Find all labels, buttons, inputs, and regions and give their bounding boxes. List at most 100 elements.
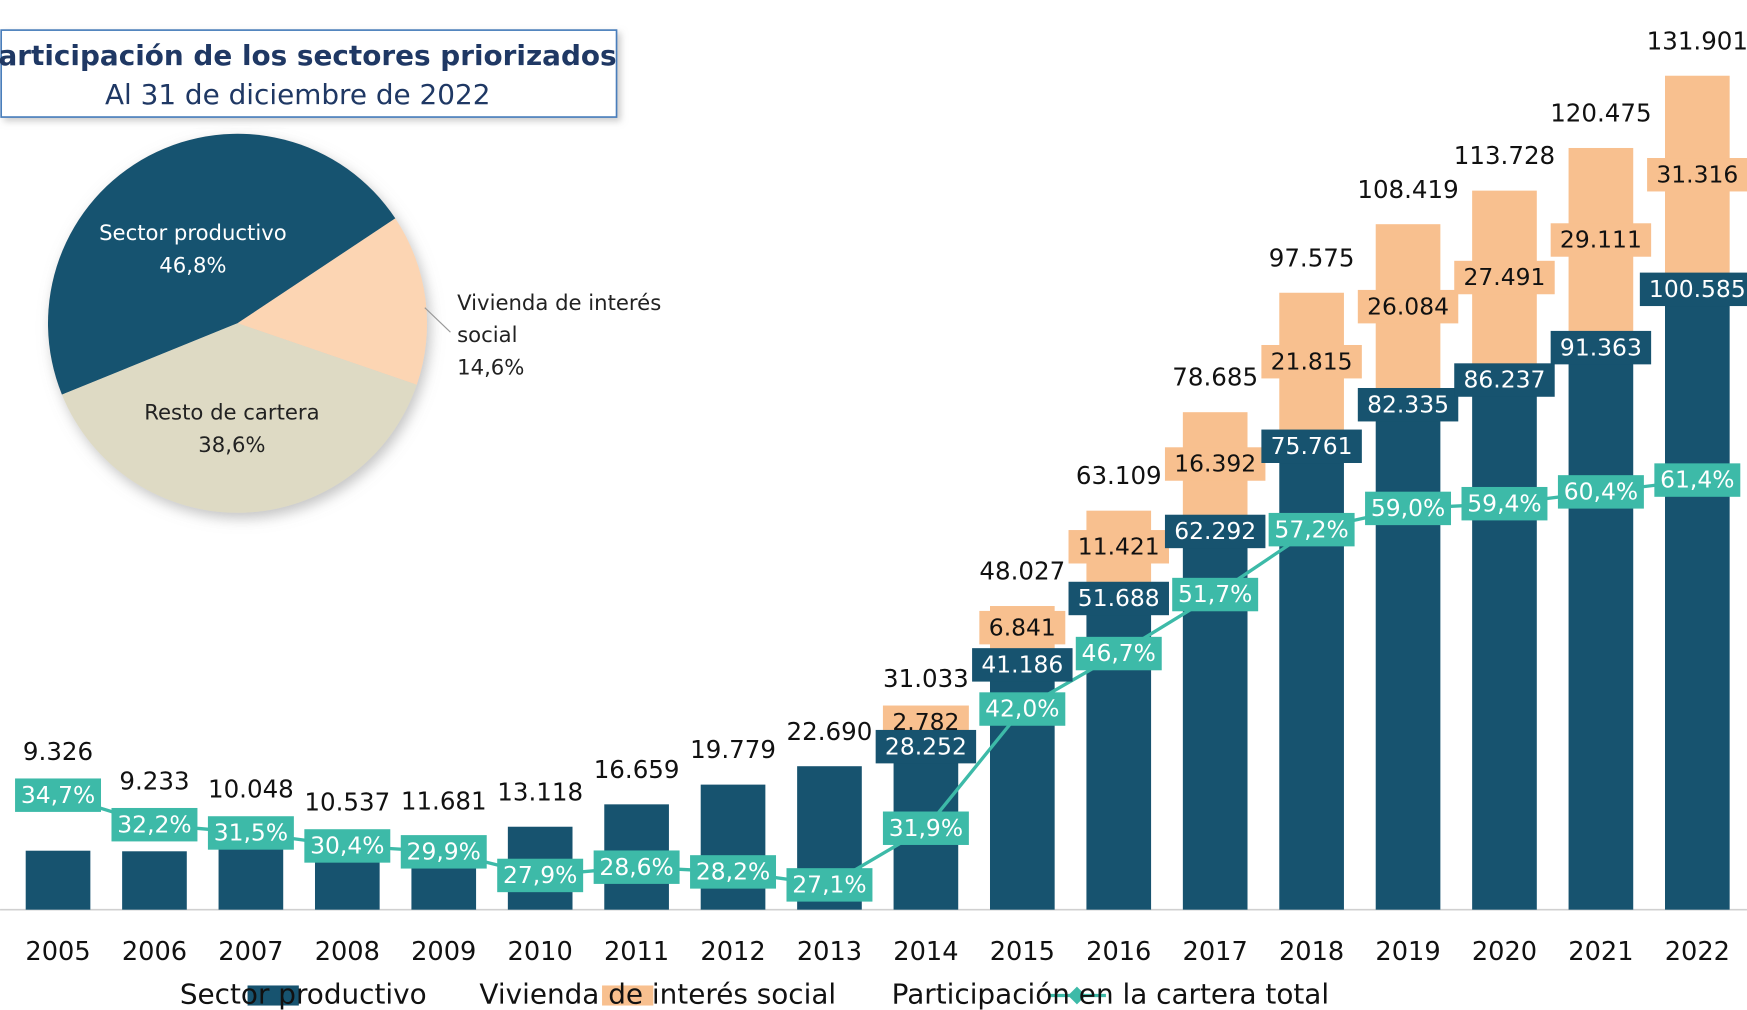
bar-segment [1568, 332, 1634, 910]
pie-category: Resto de cartera [144, 400, 319, 425]
x-tick-label: 2021 [1568, 937, 1633, 967]
bar-segment [1665, 273, 1730, 910]
label-box [1357, 289, 1459, 324]
label-box [207, 816, 294, 850]
bar-segment [218, 846, 284, 910]
x-tick-label: 2014 [893, 937, 958, 967]
data-label: 21.815 [1271, 347, 1353, 375]
pie [47, 133, 428, 513]
data-label: 27,9% [503, 861, 577, 889]
bar-segment [1375, 389, 1441, 910]
pie-slice [47, 133, 396, 395]
legend-swatch [247, 985, 299, 1006]
total-label: 120.475 [1550, 99, 1651, 128]
data-label: 31,9% [889, 814, 963, 842]
total-label: 9.233 [119, 766, 189, 795]
data-label: 16.392 [1174, 450, 1256, 478]
x-tick-label: 2018 [1279, 937, 1344, 967]
label-box [497, 858, 584, 893]
total-label: 11.681 [401, 786, 487, 815]
label-box [1365, 491, 1452, 526]
label-box [1550, 330, 1652, 365]
data-label: 26.084 [1367, 292, 1449, 320]
data-label: 60,4% [1564, 477, 1638, 505]
x-tick-label: 2008 [315, 937, 380, 967]
x-tick-label: 2010 [508, 937, 573, 967]
total-label: 10.048 [208, 775, 294, 804]
data-label: 59,0% [1371, 494, 1445, 522]
data-label: 31.316 [1656, 160, 1738, 188]
line [57, 478, 1698, 887]
label-box [875, 729, 977, 764]
label-box [786, 868, 873, 902]
label-box [1172, 577, 1259, 612]
data-label: 86.237 [1464, 366, 1546, 394]
leader-line [424, 307, 451, 333]
total-label: 108.419 [1357, 175, 1458, 204]
data-label: 51.688 [1078, 584, 1160, 612]
legend-label: Vivienda de interés social [479, 978, 836, 1010]
data-label: 75.761 [1271, 432, 1353, 460]
label-box [882, 811, 969, 845]
data-label: 59,4% [1467, 489, 1541, 517]
data-label: 62.292 [1174, 517, 1256, 545]
total-label: 22.690 [787, 717, 873, 746]
x-tick-label: 2009 [411, 937, 476, 967]
label-box [1454, 260, 1555, 295]
pie-label: Vivienda de interés social 14,6% [457, 288, 680, 385]
label-box [972, 648, 1073, 682]
data-label: 29.111 [1560, 226, 1642, 254]
label-box [979, 610, 1066, 645]
data-label: 41.186 [981, 650, 1063, 678]
total-label: 63.109 [1076, 461, 1162, 490]
data-label: 11.421 [1078, 532, 1160, 560]
total-label: 31.033 [883, 664, 969, 693]
label-box [1654, 463, 1741, 497]
pie-subtitle: Al 31 de diciembre de 2022 [105, 78, 491, 111]
label-box [1357, 387, 1459, 422]
label-box [690, 855, 777, 889]
label-box [1261, 429, 1362, 464]
bar-segment [122, 851, 187, 910]
total-label: 16.659 [594, 755, 680, 784]
legend-swatch [602, 985, 654, 1006]
bar-segment [989, 649, 1055, 910]
x-tick-label: 2017 [1183, 937, 1248, 967]
label-box [304, 829, 391, 863]
label-box [1639, 272, 1747, 307]
data-label: 100.585 [1649, 275, 1746, 303]
x-tick-label: 2005 [25, 937, 90, 967]
data-label: 31,5% [214, 819, 288, 847]
label-box [1550, 223, 1652, 257]
total-label: 9.326 [23, 737, 93, 766]
x-tick-label: 2011 [604, 937, 669, 967]
data-label: 32,2% [117, 810, 191, 838]
data-label: 82.335 [1367, 390, 1449, 418]
bar-segment [1086, 582, 1152, 910]
data-label: 28.252 [885, 732, 967, 760]
label-box [593, 850, 680, 884]
pie-label-box: Vivienda de interés social 14,6% [457, 288, 680, 385]
pie-category: Vivienda de interés social [457, 290, 662, 348]
pie-value-label: 38,6% [198, 432, 265, 457]
x-tick-label: 2015 [990, 937, 1055, 967]
pie-value-label: 46,8% [159, 252, 226, 277]
pie-category: Sector productivo [99, 220, 287, 245]
label-box [1068, 530, 1169, 564]
label-box [1261, 344, 1362, 379]
label-box [1647, 158, 1747, 192]
label-box [1068, 581, 1169, 616]
bar-segment [25, 850, 91, 910]
total-label: 19.779 [690, 735, 776, 764]
data-label: 61,4% [1660, 466, 1734, 494]
label-box [111, 807, 198, 842]
data-label: 6.841 [989, 613, 1056, 641]
total-label: 97.575 [1269, 243, 1355, 272]
label-box [400, 835, 487, 869]
label-box [15, 778, 102, 812]
x-tick-label: 2019 [1375, 937, 1440, 967]
pie-title: Participación de los sectores priorizado… [0, 39, 617, 72]
bar-segment [1279, 430, 1344, 910]
